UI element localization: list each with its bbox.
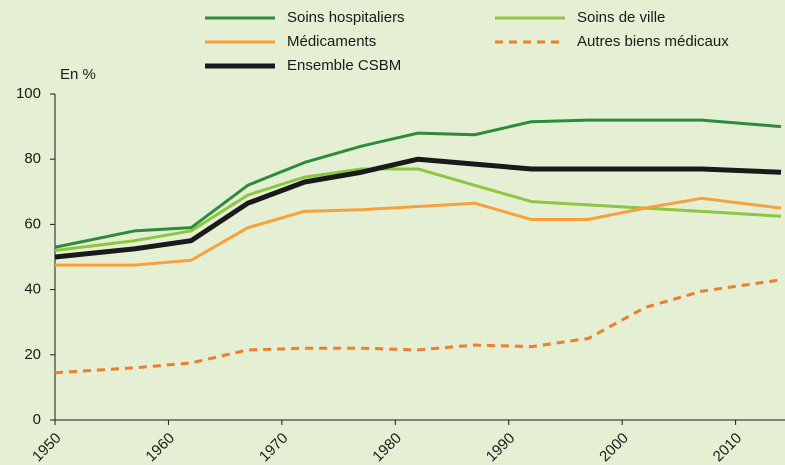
y-tick-label: 20 (24, 346, 41, 363)
y-tick-label: 60 (24, 215, 41, 232)
series-line (54, 278, 782, 375)
y-tick-label: 80 (24, 150, 41, 167)
x-tick-label: 1950 (29, 430, 65, 465)
x-tick-label: 1990 (483, 430, 519, 465)
y-tick-label: 40 (24, 281, 41, 298)
y-axis-label: En % (60, 66, 96, 83)
x-tick-label: 2010 (710, 430, 746, 465)
legend-label: Médicaments (287, 33, 376, 50)
y-tick-label: 0 (33, 411, 41, 428)
legend-label: Ensemble CSBM (287, 57, 401, 74)
x-tick-label: 1980 (369, 430, 405, 465)
y-tick-label: 100 (16, 85, 41, 102)
x-tick-label: 1970 (256, 430, 292, 465)
series-line (55, 196, 782, 267)
series-line (54, 167, 782, 252)
legend-label: Soins de ville (577, 9, 665, 26)
legend-label: Soins hospitaliers (287, 9, 405, 26)
series-line (54, 156, 782, 260)
series-line (54, 118, 782, 249)
legend-label: Autres biens médicaux (577, 33, 729, 50)
x-tick-label: 1960 (142, 430, 178, 465)
x-tick-label: 2000 (596, 430, 632, 465)
